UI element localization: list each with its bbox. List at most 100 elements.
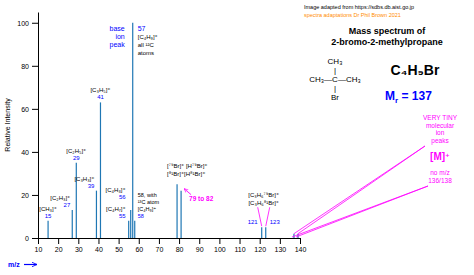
- annotation: [C₄H₉]⁺: [138, 34, 158, 40]
- annotation: [C₂H₅]⁺: [66, 148, 86, 154]
- peak: [100, 102, 101, 238]
- annotation: [C₂H₃]⁺: [50, 195, 70, 201]
- annotation: [M]: [430, 151, 445, 162]
- pointer-line: [266, 207, 270, 226]
- x-axis-tick: 100: [214, 238, 226, 253]
- x-axis-tick: 90: [196, 238, 204, 253]
- relative-mass: Mr = 137: [385, 89, 432, 105]
- x-axis-tick-mark: [199, 238, 200, 244]
- pointer-line: [292, 186, 428, 237]
- x-axis-tick-mark: [139, 238, 140, 244]
- annotation: no m/z136/138: [428, 169, 452, 184]
- annotation: ¹³C atom: [138, 199, 160, 205]
- pointer-line: [294, 146, 425, 234]
- annotation: [C₃H₆⁸¹Br]⁺: [248, 200, 279, 206]
- y-axis-tick-label: 60: [21, 106, 29, 113]
- annotation-line: ion: [436, 129, 445, 136]
- peak: [72, 210, 73, 238]
- y-axis-tick: 0: [25, 235, 38, 242]
- annotation: 41: [97, 94, 104, 100]
- peak: [265, 227, 266, 238]
- plot-area: [48, 23, 298, 238]
- pointer-line: [184, 189, 191, 195]
- y-axis-tick-label: 40: [21, 149, 29, 156]
- annotation: [C₄H₇]⁺: [106, 206, 126, 212]
- annotation: 29: [73, 155, 80, 161]
- subtitle: 2-bromo-2-methylpropane: [331, 37, 443, 47]
- y-axis-tick: 100: [17, 20, 38, 27]
- peak: [96, 191, 97, 238]
- annotation: [⁸¹Br]⁺[H⁸¹Br]⁺: [167, 171, 205, 177]
- x-axis-tick-label: 100: [214, 246, 226, 253]
- annotation: CH₃—C—CH₃: [309, 75, 360, 84]
- annotation: [⁷⁹Br]⁺ [H⁷⁹Br]⁺: [167, 163, 207, 169]
- y-axis-tick-mark: [32, 195, 38, 196]
- x-axis-tick: 50: [115, 238, 123, 253]
- x-axis-tick-mark: [179, 238, 180, 244]
- x-axis-tick-label: 130: [275, 246, 287, 253]
- x-axis-tick-label: 10: [35, 246, 43, 253]
- pointer-line: [258, 207, 262, 226]
- x-axis-tick-label: 60: [135, 246, 143, 253]
- x-axis-line: [39, 238, 301, 239]
- annotation: [C₄H₈]⁺: [106, 187, 126, 193]
- annotation: ⁺: [445, 152, 450, 162]
- x-axis-tick-mark: [58, 238, 59, 244]
- annotation-line: 136/138: [428, 177, 452, 184]
- peak: [47, 221, 48, 238]
- x-axis-tick-mark: [240, 238, 241, 244]
- x-axis-tick: 40: [95, 238, 103, 253]
- x-axis-tick-mark: [78, 238, 79, 244]
- x-axis-tick-mark: [300, 238, 301, 244]
- x-axis-tick-mark: [159, 238, 160, 244]
- peak: [130, 210, 131, 238]
- annotation: 15: [45, 213, 52, 219]
- x-axis-tick-label: 40: [95, 246, 103, 253]
- annotation: |: [334, 66, 336, 75]
- annotation: ion: [115, 33, 124, 40]
- x-axis-title: m/z: [8, 261, 20, 268]
- y-axis-tick-label: 80: [21, 63, 29, 70]
- x-axis-tick-mark: [119, 238, 120, 244]
- y-axis-tick-label: 0: [25, 235, 29, 242]
- x-axis-tick: 120: [254, 238, 266, 253]
- annotation: C₄H₉Br: [391, 62, 440, 78]
- molecular-ion: [M]⁺: [430, 151, 450, 162]
- annotation: Br: [331, 93, 339, 102]
- x-axis-tick-label: 90: [196, 246, 204, 253]
- annotation: base: [110, 25, 125, 32]
- annotation: [C₃H₃]⁺: [74, 176, 94, 182]
- annotation: |: [334, 84, 336, 93]
- title: Mass spectrum of: [349, 26, 427, 36]
- x-axis-tick: 20: [55, 238, 63, 253]
- y-axis-tick: 40: [21, 149, 38, 156]
- y-axis-tick-label: 20: [21, 192, 29, 199]
- y-axis-title: Relative Intensity: [4, 98, 12, 152]
- annotation: 121: [248, 219, 259, 225]
- annotation: M: [385, 89, 395, 103]
- y-axis-tick-mark: [32, 23, 38, 24]
- x-axis-tick: 80: [176, 238, 184, 253]
- pointer-line: [296, 186, 428, 237]
- peak: [134, 221, 135, 238]
- x-axis: 102030405060708090100110120130140: [35, 238, 307, 253]
- annotation: 27: [64, 202, 71, 208]
- annotation-line: peaks: [431, 137, 449, 145]
- annotation: Image adapted from https://sdbs.db.aist.…: [304, 4, 414, 10]
- y-axis-tick-mark: [32, 66, 38, 67]
- x-axis-tick-label: 120: [254, 246, 266, 253]
- annotation-line: molecular: [426, 122, 455, 129]
- y-axis-tick: 60: [21, 106, 38, 113]
- annotation: = 137: [398, 89, 432, 103]
- annotation-line: no m/z: [430, 169, 450, 176]
- y-axis-tick: 20: [21, 192, 38, 199]
- y-axis-tick-mark: [32, 109, 38, 110]
- annotation: 58, with: [138, 192, 157, 198]
- x-axis-tick: 10: [35, 238, 43, 253]
- y-axis-tick-label: 100: [17, 20, 29, 27]
- annotation: atoms: [138, 50, 154, 56]
- peak: [176, 184, 177, 238]
- pointers: [184, 146, 428, 237]
- annotation: [C₄H₉]⁺: [138, 206, 156, 212]
- y-axis-tick-mark: [32, 152, 38, 153]
